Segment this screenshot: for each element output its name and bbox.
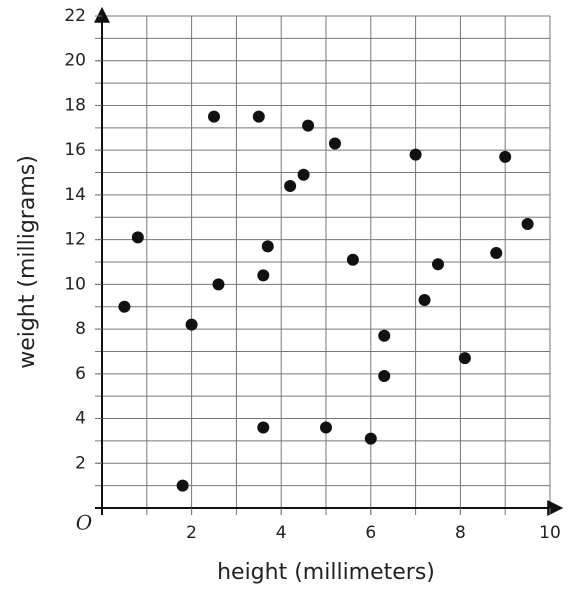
point (257, 421, 270, 434)
y-tick-label: 8 (75, 319, 86, 339)
y-tick-label: 14 (64, 185, 86, 205)
x-tick-label: 2 (186, 523, 197, 543)
point (499, 150, 512, 163)
point (378, 370, 391, 383)
x-tick-label: 4 (276, 523, 287, 543)
x-tick-label: 8 (455, 523, 466, 543)
x-tick-label: 10 (539, 523, 561, 543)
point (185, 318, 198, 331)
y-tick-label: 2 (75, 453, 86, 473)
point (297, 168, 310, 181)
grid (95, 15, 551, 515)
point (346, 253, 359, 266)
y-tick-label: 18 (64, 95, 86, 115)
y-tick-label: 6 (75, 364, 86, 384)
point (208, 110, 220, 123)
y-tick-label: 4 (75, 409, 86, 429)
point (302, 119, 315, 132)
point (378, 329, 391, 342)
y-axis-label: weight (milligrams) (15, 155, 40, 369)
y-tick-label: 10 (64, 274, 86, 294)
point (490, 247, 503, 260)
y-tick-label: 12 (64, 230, 86, 250)
point (131, 231, 144, 244)
point (432, 258, 444, 271)
point (409, 148, 422, 161)
point (176, 479, 189, 492)
point (212, 278, 225, 291)
x-tick-label: 6 (365, 523, 376, 543)
point (252, 110, 265, 123)
point (364, 432, 377, 445)
origin-label: O (76, 511, 92, 535)
y-tick-label: 22 (64, 6, 86, 26)
point (261, 240, 274, 253)
point (458, 352, 471, 365)
point (418, 294, 431, 307)
point (284, 179, 297, 192)
point (521, 217, 534, 230)
point (328, 137, 341, 150)
y-tick-label: 20 (64, 51, 86, 71)
x-axis-label: height (millimeters) (217, 560, 435, 585)
point (118, 300, 131, 313)
point (257, 269, 270, 282)
y-tick-label: 16 (64, 140, 86, 160)
point (320, 421, 332, 434)
